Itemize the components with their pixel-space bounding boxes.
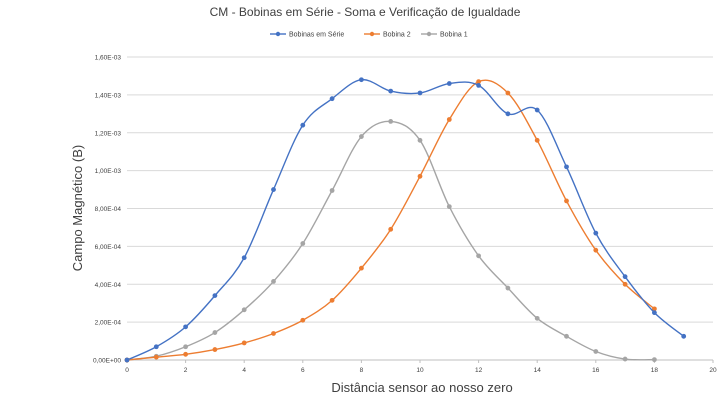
data-point [300,241,306,246]
data-point [241,307,247,313]
data-point [476,83,481,88]
data-point [564,333,569,339]
data-point [622,281,628,287]
data-point [212,330,218,335]
data-point [300,317,306,323]
data-point [681,333,687,339]
data-point [329,188,335,193]
x-tick-label: 18 [651,367,659,374]
data-point [505,90,511,96]
data-point [183,324,189,330]
x-tick-label: 20 [709,367,717,374]
y-axis-tick-labels: 0,00E+00 2,00E-04 4,00E-04 6,00E-04 8,00E-04… [93,55,121,365]
data-point [329,96,335,102]
y-tick-label: 2,00E-04 [95,320,122,327]
series-layer [124,77,687,363]
legend-label: Bobina 1 [440,32,468,39]
data-point [652,306,657,312]
legend-marker [426,31,432,37]
data-point [183,351,189,357]
y-tick-label: 1,40E-03 [95,92,122,99]
data-point [622,356,628,362]
data-point [212,293,218,299]
legend-item: Bobina 1 [421,32,468,39]
y-tick-label: 0,00E+00 [93,358,121,365]
x-axis-title: Distância sensor ao nosso zero [331,380,512,395]
x-tick-label: 2 [184,367,188,374]
data-point [534,315,540,321]
data-point [476,79,481,85]
data-point [417,137,423,143]
data-point [652,310,657,316]
data-point [505,111,511,117]
y-tick-label: 4,00E-04 [95,282,122,289]
data-point [593,230,599,236]
series-1 [124,79,657,363]
x-tick-label: 10 [416,367,424,374]
y-tick-label: 1,60E-03 [95,55,122,62]
series-0 [124,77,687,363]
legend-label: Bobina 2 [383,32,411,39]
data-point [124,357,130,363]
data-point [183,344,189,350]
data-point [153,344,159,350]
data-point [359,265,364,271]
data-point [271,331,276,336]
data-point [593,247,599,253]
y-tick-label: 6,00E-04 [95,244,122,251]
data-point [564,164,569,170]
data-point [446,117,452,122]
data-point [241,340,247,346]
legend-marker [369,31,375,37]
legend: Bobinas em Série Bobina 2 Bobina 1 [270,32,468,39]
x-tick-label: 4 [242,367,246,374]
data-point [388,118,394,124]
y-axis-title: Campo Magnético (B) [70,145,85,271]
data-point [271,279,276,284]
data-point [534,107,540,113]
x-tick-label: 16 [592,367,600,374]
legend-marker [275,31,281,37]
data-point [388,226,394,232]
x-tick-label: 12 [475,367,483,374]
data-point [622,274,628,280]
data-point [359,134,364,139]
y-tick-label: 1,20E-03 [95,130,122,137]
data-point [446,81,452,86]
x-tick-label: 0 [125,367,129,374]
data-point [388,88,394,94]
chart-title: CM - Bobinas em Série - Soma e Verificaç… [210,5,521,19]
y-tick-label: 8,00E-04 [95,206,122,213]
data-point [417,90,423,96]
data-point [241,255,247,261]
series-line [126,79,685,361]
y-tick-label: 1,00E-03 [95,168,122,175]
x-tick-label: 8 [360,367,364,374]
data-point [212,347,218,352]
data-point [359,77,364,83]
data-point [300,122,306,128]
legend-item: Bobinas em Série [270,32,344,39]
x-tick-label: 6 [301,367,305,374]
data-point [593,349,599,354]
data-point [417,173,423,179]
data-point [534,137,540,143]
data-point [476,253,481,259]
data-point [564,198,569,204]
legend-label: Bobinas em Série [289,32,344,39]
x-axis-tick-labels: 0 2 4 6 8 10 12 14 16 18 20 [125,367,717,374]
data-point [652,357,657,363]
data-point [153,354,159,360]
data-point [446,204,452,210]
data-point [505,285,511,291]
x-tick-label: 14 [534,367,542,374]
legend-item: Bobina 2 [364,32,411,39]
data-point [329,297,335,303]
data-point [271,187,276,192]
